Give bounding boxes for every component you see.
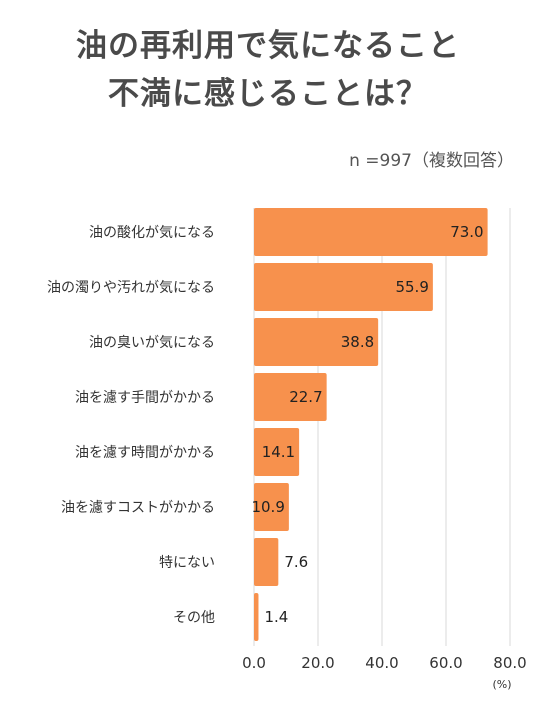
category-label: 特にない <box>159 555 215 571</box>
value-label: 55.9 <box>395 278 428 296</box>
category-label: 油を濾す手間がかかる <box>75 390 215 406</box>
value-label: 7.6 <box>284 553 308 571</box>
value-label: 10.9 <box>251 498 284 516</box>
value-label: 22.7 <box>289 388 322 406</box>
value-label: 1.4 <box>264 608 288 626</box>
chart-title-line2: 不満に感じることは？ <box>108 76 428 112</box>
bar <box>254 263 433 311</box>
category-label: 油を濾すコストがかかる <box>61 500 215 516</box>
x-tick-label: 0.0 <box>242 654 266 672</box>
bar <box>254 318 379 366</box>
value-label: 73.0 <box>450 223 483 241</box>
bar <box>254 483 289 531</box>
category-label: 油の濁りや汚れが気になる <box>47 280 215 296</box>
chart-title-line1: 油の再利用で気になること <box>76 28 460 64</box>
value-label: 38.8 <box>341 333 374 351</box>
category-label: その他 <box>173 610 215 626</box>
bar <box>254 373 327 421</box>
category-label: 油の臭いが気になる <box>89 335 215 351</box>
chart-title: 油の再利用で気になること 不満に感じることは？ <box>0 22 536 118</box>
x-tick-label: 40.0 <box>365 654 398 672</box>
category-label: 油の酸化が気になる <box>89 225 215 241</box>
x-tick-label: 60.0 <box>429 654 462 672</box>
bar <box>254 538 279 586</box>
x-axis-unit: (%) <box>492 678 511 691</box>
x-tick-label: 20.0 <box>301 654 334 672</box>
category-label: 油を濾す時間がかかる <box>75 445 215 461</box>
sample-size-note: n =997（複数回答） <box>349 151 514 171</box>
x-tick-label: 80.0 <box>493 654 526 672</box>
bar <box>254 428 300 476</box>
bar <box>254 208 488 256</box>
bar <box>254 593 259 641</box>
value-label: 14.1 <box>262 443 295 461</box>
